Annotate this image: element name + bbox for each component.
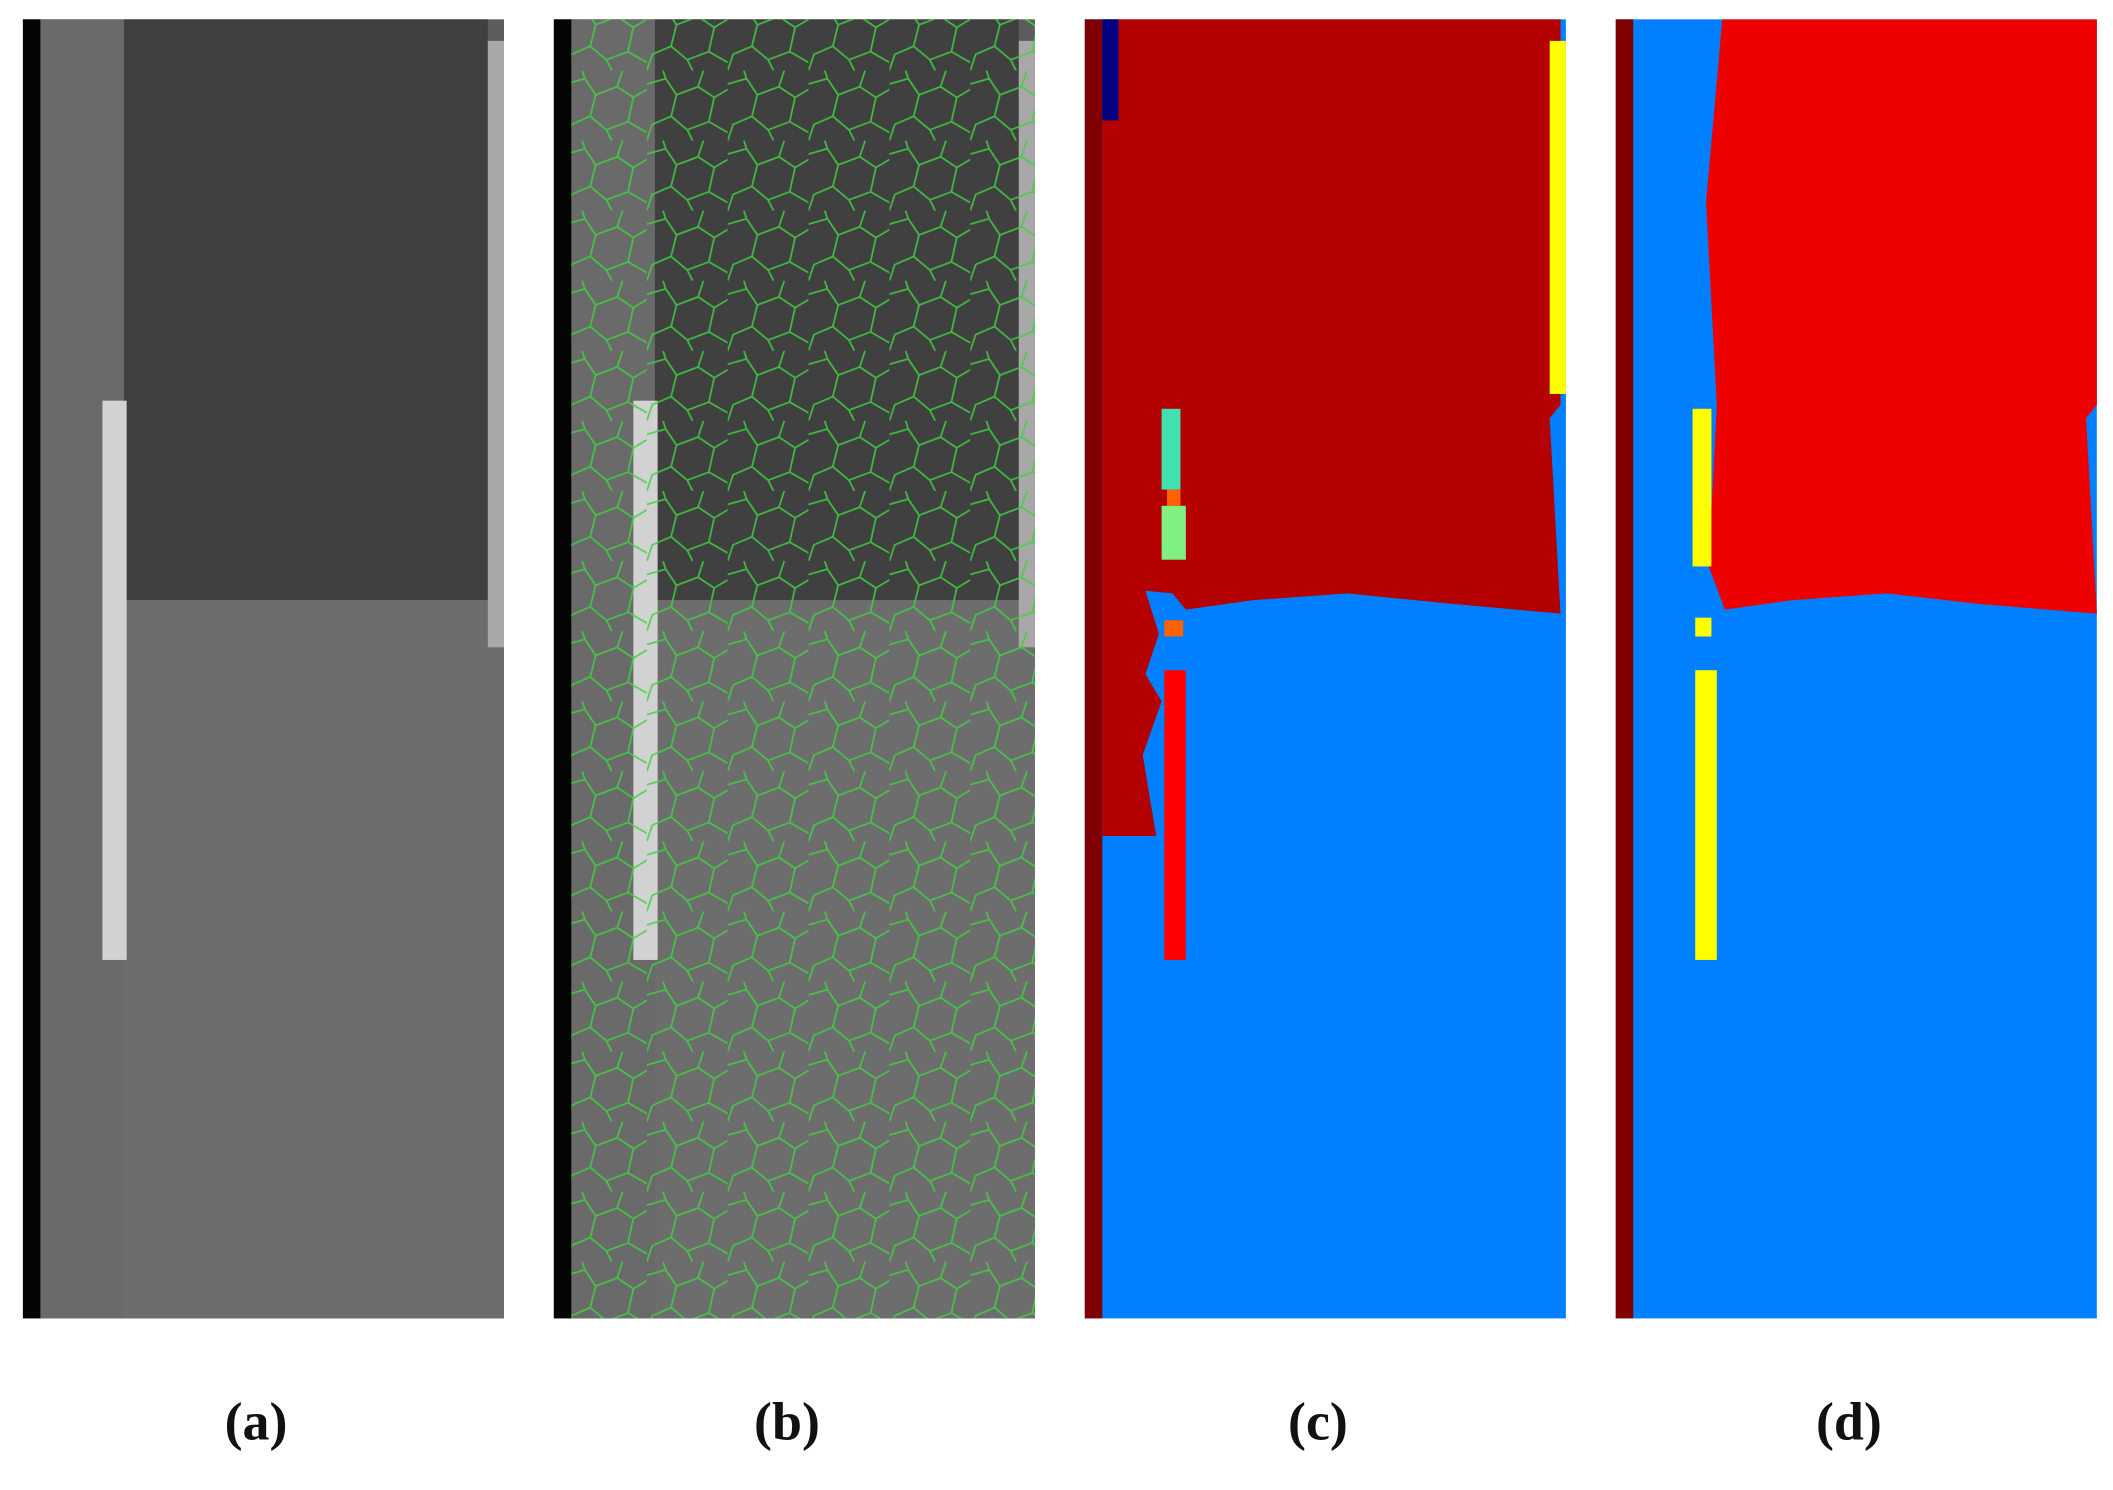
panel-label: (a) bbox=[225, 1392, 288, 1452]
panel-label: (b) bbox=[754, 1392, 820, 1452]
panel-a bbox=[22, 19, 504, 1319]
panel-b bbox=[553, 19, 1035, 1319]
panel-label: (d) bbox=[1816, 1392, 1882, 1452]
panel-d bbox=[1615, 19, 2097, 1319]
panel-label: (c) bbox=[1288, 1392, 1348, 1452]
panel-c bbox=[1084, 19, 1566, 1319]
